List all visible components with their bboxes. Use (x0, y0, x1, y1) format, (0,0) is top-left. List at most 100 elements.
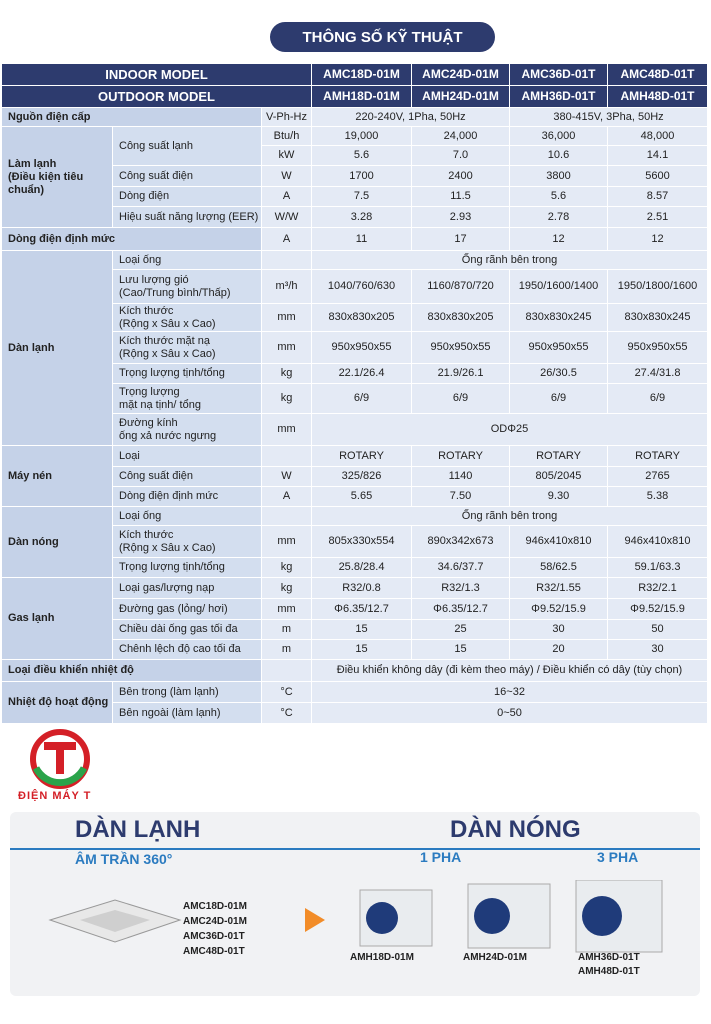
value: 5.38 (608, 487, 708, 507)
value: 8.57 (608, 187, 708, 207)
indoor-subtitle: ÂM TRẦN 360° (75, 851, 173, 867)
unit: kg (262, 364, 312, 384)
value: 12 (510, 228, 608, 251)
value: 7.50 (412, 487, 510, 507)
value: ROTARY (510, 446, 608, 467)
row-label: Loại ống (113, 507, 262, 526)
value: 830x830x205 (412, 304, 510, 332)
value: 14.1 (608, 146, 708, 166)
three-phase: 3 PHA (597, 849, 639, 865)
value: 6/9 (312, 384, 412, 414)
unit: °C (262, 682, 312, 703)
row-label: Bên trong (làm lạnh) (113, 682, 262, 703)
unit: W (262, 467, 312, 487)
row-label: Chênh lệch độ cao tối đa (113, 640, 262, 660)
value: 6/9 (412, 384, 510, 414)
value: 22.1/26.4 (312, 364, 412, 384)
indoor-model-label: AMC24D-01M (183, 916, 247, 927)
unit-empty (262, 507, 312, 526)
unit: mm (262, 414, 312, 446)
row-label: Kích thước (Rộng x Sâu x Cao) (113, 304, 262, 332)
outdoor-title: DÀN NÓNG (450, 816, 581, 843)
row-label: Bên ngoài (làm lạnh) (113, 703, 262, 724)
unit: kW (262, 146, 312, 166)
value: ROTARY (608, 446, 708, 467)
outdoor-model: AMH36D-01T (510, 86, 608, 108)
value: 27.4/31.8 (608, 364, 708, 384)
indoor-model: AMC36D-01T (510, 64, 608, 86)
unit: A (262, 187, 312, 207)
indoor-model: AMC24D-01M (412, 64, 510, 86)
value: 15 (312, 620, 412, 640)
value: 0~50 (312, 703, 708, 724)
row-label: Công suất điện (113, 166, 262, 187)
value: Φ6.35/12.7 (312, 599, 412, 620)
value: 5.6 (510, 187, 608, 207)
unit-empty (262, 446, 312, 467)
value: 890x342x673 (412, 526, 510, 558)
row-label: Chiều dài ống gas tối đa (113, 620, 262, 640)
value: 15 (412, 640, 510, 660)
value: 6/9 (608, 384, 708, 414)
header-indoor-label: INDOOR MODEL (2, 64, 312, 86)
row-label: Đường gas (lỏng/ hơi) (113, 599, 262, 620)
section-label: Nguồn điện cấp (2, 108, 262, 127)
value: 805x330x554 (312, 526, 412, 558)
value: 950x950x55 (312, 332, 412, 364)
value: 21.9/26.1 (412, 364, 510, 384)
value: ROTARY (312, 446, 412, 467)
value: R32/1.55 (510, 578, 608, 599)
unit: m³/h (262, 270, 312, 304)
value: Ống rãnh bên trong (312, 507, 708, 526)
outdoor-model: AMH48D-01T (608, 86, 708, 108)
value: 950x950x55 (510, 332, 608, 364)
section-label: Gas lạnh (2, 578, 113, 660)
banner-line (10, 848, 700, 850)
value: 1950/1800/1600 (608, 270, 708, 304)
row-label: Trọng lượng tịnh/tổng (113, 558, 262, 578)
unit: A (262, 228, 312, 251)
value: Φ9.52/15.9 (608, 599, 708, 620)
value: 325/826 (312, 467, 412, 487)
value: 24,000 (412, 127, 510, 146)
value: 2.78 (510, 207, 608, 228)
value: 58/62.5 (510, 558, 608, 578)
value: 7.5 (312, 187, 412, 207)
header-outdoor-label: OUTDOOR MODEL (2, 86, 312, 108)
row-label: Trọng lượng mặt nạ tịnh/ tổng (113, 384, 262, 414)
value: 805/2045 (510, 467, 608, 487)
value: 36,000 (510, 127, 608, 146)
outdoor-model-label: AMH36D-01T AMH48D-01T (578, 952, 640, 977)
outdoor-model-label: AMH18D-01M (350, 952, 414, 963)
value: 6/9 (510, 384, 608, 414)
value: 59.1/63.3 (608, 558, 708, 578)
unit: mm (262, 526, 312, 558)
indoor-model: AMC18D-01M (312, 64, 412, 86)
value: 25 (412, 620, 510, 640)
section-label: Nhiệt độ hoạt động (2, 682, 113, 724)
value: 1140 (412, 467, 510, 487)
row-label: Dòng điện định mức (113, 487, 262, 507)
section-label: Dòng điện định mức (2, 228, 262, 251)
title: THÔNG SỐ KỸ THUẬT (302, 29, 463, 46)
value: 10.6 (510, 146, 608, 166)
value: 9.30 (510, 487, 608, 507)
value: 1950/1600/1400 (510, 270, 608, 304)
value: 830x830x245 (510, 304, 608, 332)
value: 950x950x55 (412, 332, 510, 364)
value: 25.8/28.4 (312, 558, 412, 578)
value: 16~32 (312, 682, 708, 703)
value: Điều khiển không dây (đi kèm theo máy) /… (312, 660, 708, 682)
value: Ống rãnh bên trong (312, 251, 708, 270)
row-label: Trọng lượng tịnh/tổng (113, 364, 262, 384)
product-images (48, 880, 663, 953)
value: 26/30.5 (510, 364, 608, 384)
value: R32/1.3 (412, 578, 510, 599)
value: Φ9.52/15.9 (510, 599, 608, 620)
row-label: Kích thước mặt nạ (Rộng x Sâu x Cao) (113, 332, 262, 364)
unit: kg (262, 384, 312, 414)
value: 1040/760/630 (312, 270, 412, 304)
value: 950x950x55 (608, 332, 708, 364)
value: 3.28 (312, 207, 412, 228)
